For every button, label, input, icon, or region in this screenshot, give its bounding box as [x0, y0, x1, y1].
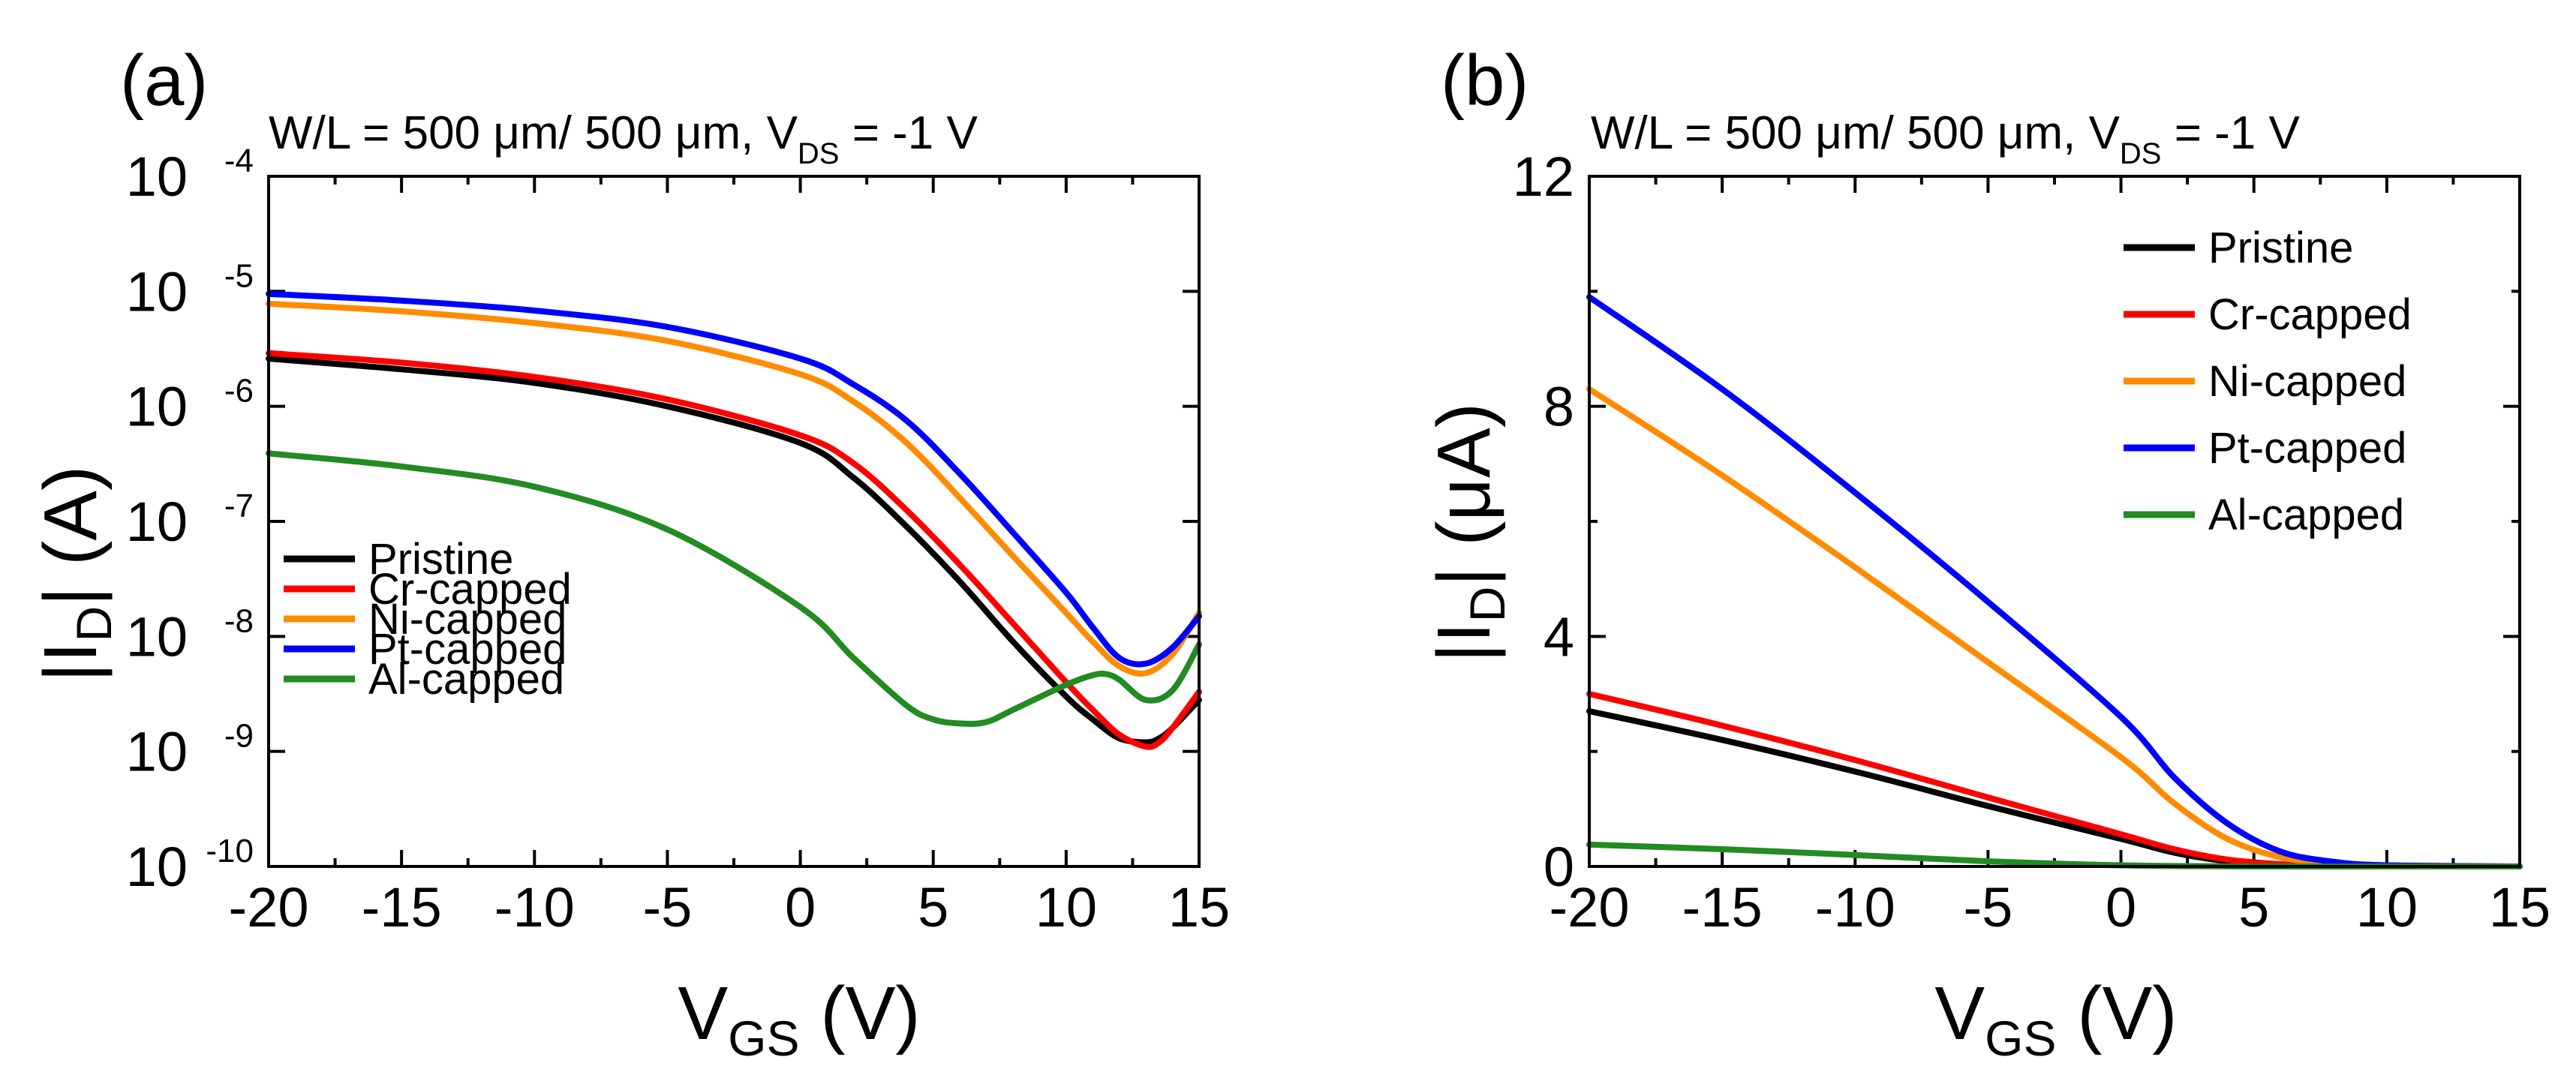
panel-b-xlabel-sub: GS [1985, 1010, 2056, 1066]
panel-a-xlabel-main: V [678, 971, 728, 1055]
panel-b-xlabel-main: V [1934, 971, 1985, 1055]
panel-b-condition-prefix: W/L = 500 μm/ 500 μm, V [1591, 107, 2121, 159]
y-tick-label: 12 [1513, 146, 1574, 208]
x-tick-label: 15 [2489, 876, 2550, 938]
panel-a-y-axis-title: |ID| (A) [29, 466, 122, 683]
x-tick-label: -20 [1550, 876, 1630, 938]
y-tick-label: 0 [1543, 836, 1574, 898]
x-tick-label: 5 [2238, 876, 2269, 938]
y-tick-label: 10 -7 [126, 488, 254, 553]
series-line-pristine [1586, 708, 2523, 870]
legend-label-pt-capped: Pt-capped [368, 625, 567, 674]
panel-a-ylabel-right: | (A) [29, 466, 113, 606]
panel-a-xlabel-unit: (V) [799, 971, 920, 1055]
x-tick-label: -15 [1682, 876, 1763, 938]
panel-a-condition-suffix: = -1 V [840, 107, 978, 159]
y-tick-label: 10 -6 [126, 373, 254, 438]
series-line-cr-capped [266, 350, 1202, 750]
panel-a-condition: W/L = 500 μm/ 500 μm, VDS = -1 V [269, 107, 978, 170]
svg-text:|ID| (μA): |ID| (μA) [1422, 403, 1515, 662]
panel-a-letter: (a) [120, 41, 208, 121]
x-tick-label: -5 [643, 876, 693, 938]
panel-a-x-axis-title: VGS (V) [678, 971, 920, 1066]
x-tick-label: -10 [1815, 876, 1895, 938]
x-tick-label: 0 [2106, 876, 2136, 938]
legend-label-cr-capped: Cr-capped [2208, 290, 2412, 339]
panel-b-y-axis-title: |ID| (μA) [1422, 403, 1515, 662]
panel-b-ylabel-left: |I [1422, 622, 1506, 662]
panel-a-condition-prefix: W/L = 500 μm/ 500 μm, V [269, 107, 798, 159]
y-tick-label: 10 -4 [126, 143, 254, 208]
panel-b-condition-sub: DS [2120, 137, 2162, 170]
panel-a-legend: PristineCr-cappedNi-cappedPt-cappedAl-ca… [284, 535, 572, 704]
x-tick-label: 5 [918, 876, 948, 938]
x-tick-label: -20 [229, 876, 309, 938]
x-tick-label: -15 [362, 876, 442, 938]
series-line-ni-capped [266, 300, 1202, 677]
y-tick-label: 10 -10 [126, 833, 254, 898]
series-line-cr-capped [1586, 691, 2523, 870]
x-tick-label: -5 [1964, 876, 2013, 938]
series-line-pt-capped [1586, 294, 2523, 869]
panel-b: (b) W/L = 500 μm/ 500 μm, VDS = -1 V |ID… [1422, 41, 2550, 1066]
y-tick-label: 8 [1543, 376, 1574, 438]
panel-b-ylabel-sub: D [1459, 587, 1515, 623]
x-tick-label: 10 [2356, 876, 2418, 938]
x-tick-label: 0 [785, 876, 816, 938]
legend-label-al-capped: Al-capped [2208, 491, 2404, 539]
y-tick-label: 10 -8 [126, 602, 254, 668]
panel-b-ylabel-right: | (μA) [1422, 403, 1506, 587]
panel-a-ylabel-left: |I [29, 641, 113, 682]
series-line-pt-capped [266, 290, 1202, 668]
y-tick-label: 10 -5 [126, 257, 254, 323]
x-tick-label: 15 [1168, 876, 1230, 938]
svg-text:|ID| (A): |ID| (A) [29, 466, 122, 683]
panel-b-frame [1588, 175, 2521, 868]
legend-label-pt-capped: Pt-capped [2208, 424, 2406, 473]
panel-b-condition: W/L = 500 μm/ 500 μm, VDS = -1 V [1591, 107, 2301, 170]
panel-b-x-axis-title: VGS (V) [1934, 971, 2177, 1066]
panel-b-ticks: -20 -15 -10 -5 0 5 10 15 0 4 8 12 [1513, 146, 2550, 938]
panel-a-frame [267, 175, 1201, 868]
panel-b-condition-suffix: = -1 V [2162, 107, 2301, 159]
y-tick-label: 10 -9 [126, 718, 254, 783]
x-tick-label: 10 [1036, 876, 1097, 938]
panel-a: (a) W/L = 500 μm/ 500 μm, VDS = -1 V |ID… [29, 41, 1230, 1066]
legend-label-ni-capped: Ni-capped [368, 595, 567, 644]
y-tick-label: 4 [1543, 605, 1574, 668]
x-tick-label: -10 [494, 876, 575, 938]
panel-b-letter: (b) [1441, 41, 1528, 121]
panel-b-legend: Pristine Cr-capped Ni-capped Pt-capped Al-ca… [2124, 224, 2412, 539]
series-line-pristine [266, 356, 1202, 746]
panel-b-xlabel-unit: (V) [2056, 971, 2177, 1055]
panel-a-ylabel-sub: D [66, 606, 122, 642]
legend-label-al-capped: Al-capped [368, 655, 564, 704]
legend-label-pristine: Pristine [2208, 224, 2353, 272]
series-line-al-capped [266, 450, 1202, 727]
legend-label-cr-capped: Cr-capped [368, 565, 572, 614]
panel-a-ticks: -20 -15 -10 -5 0 5 10 15 10 -10 10 -9 10 -8 10 -7 10 -6 10… [126, 143, 1230, 938]
panel-a-xlabel-sub: GS [728, 1010, 799, 1066]
panel-a-condition-sub: DS [798, 137, 840, 170]
panel-a-series [266, 290, 1202, 750]
legend-label-ni-capped: Ni-capped [2208, 357, 2406, 406]
legend-label-pristine: Pristine [368, 535, 513, 584]
